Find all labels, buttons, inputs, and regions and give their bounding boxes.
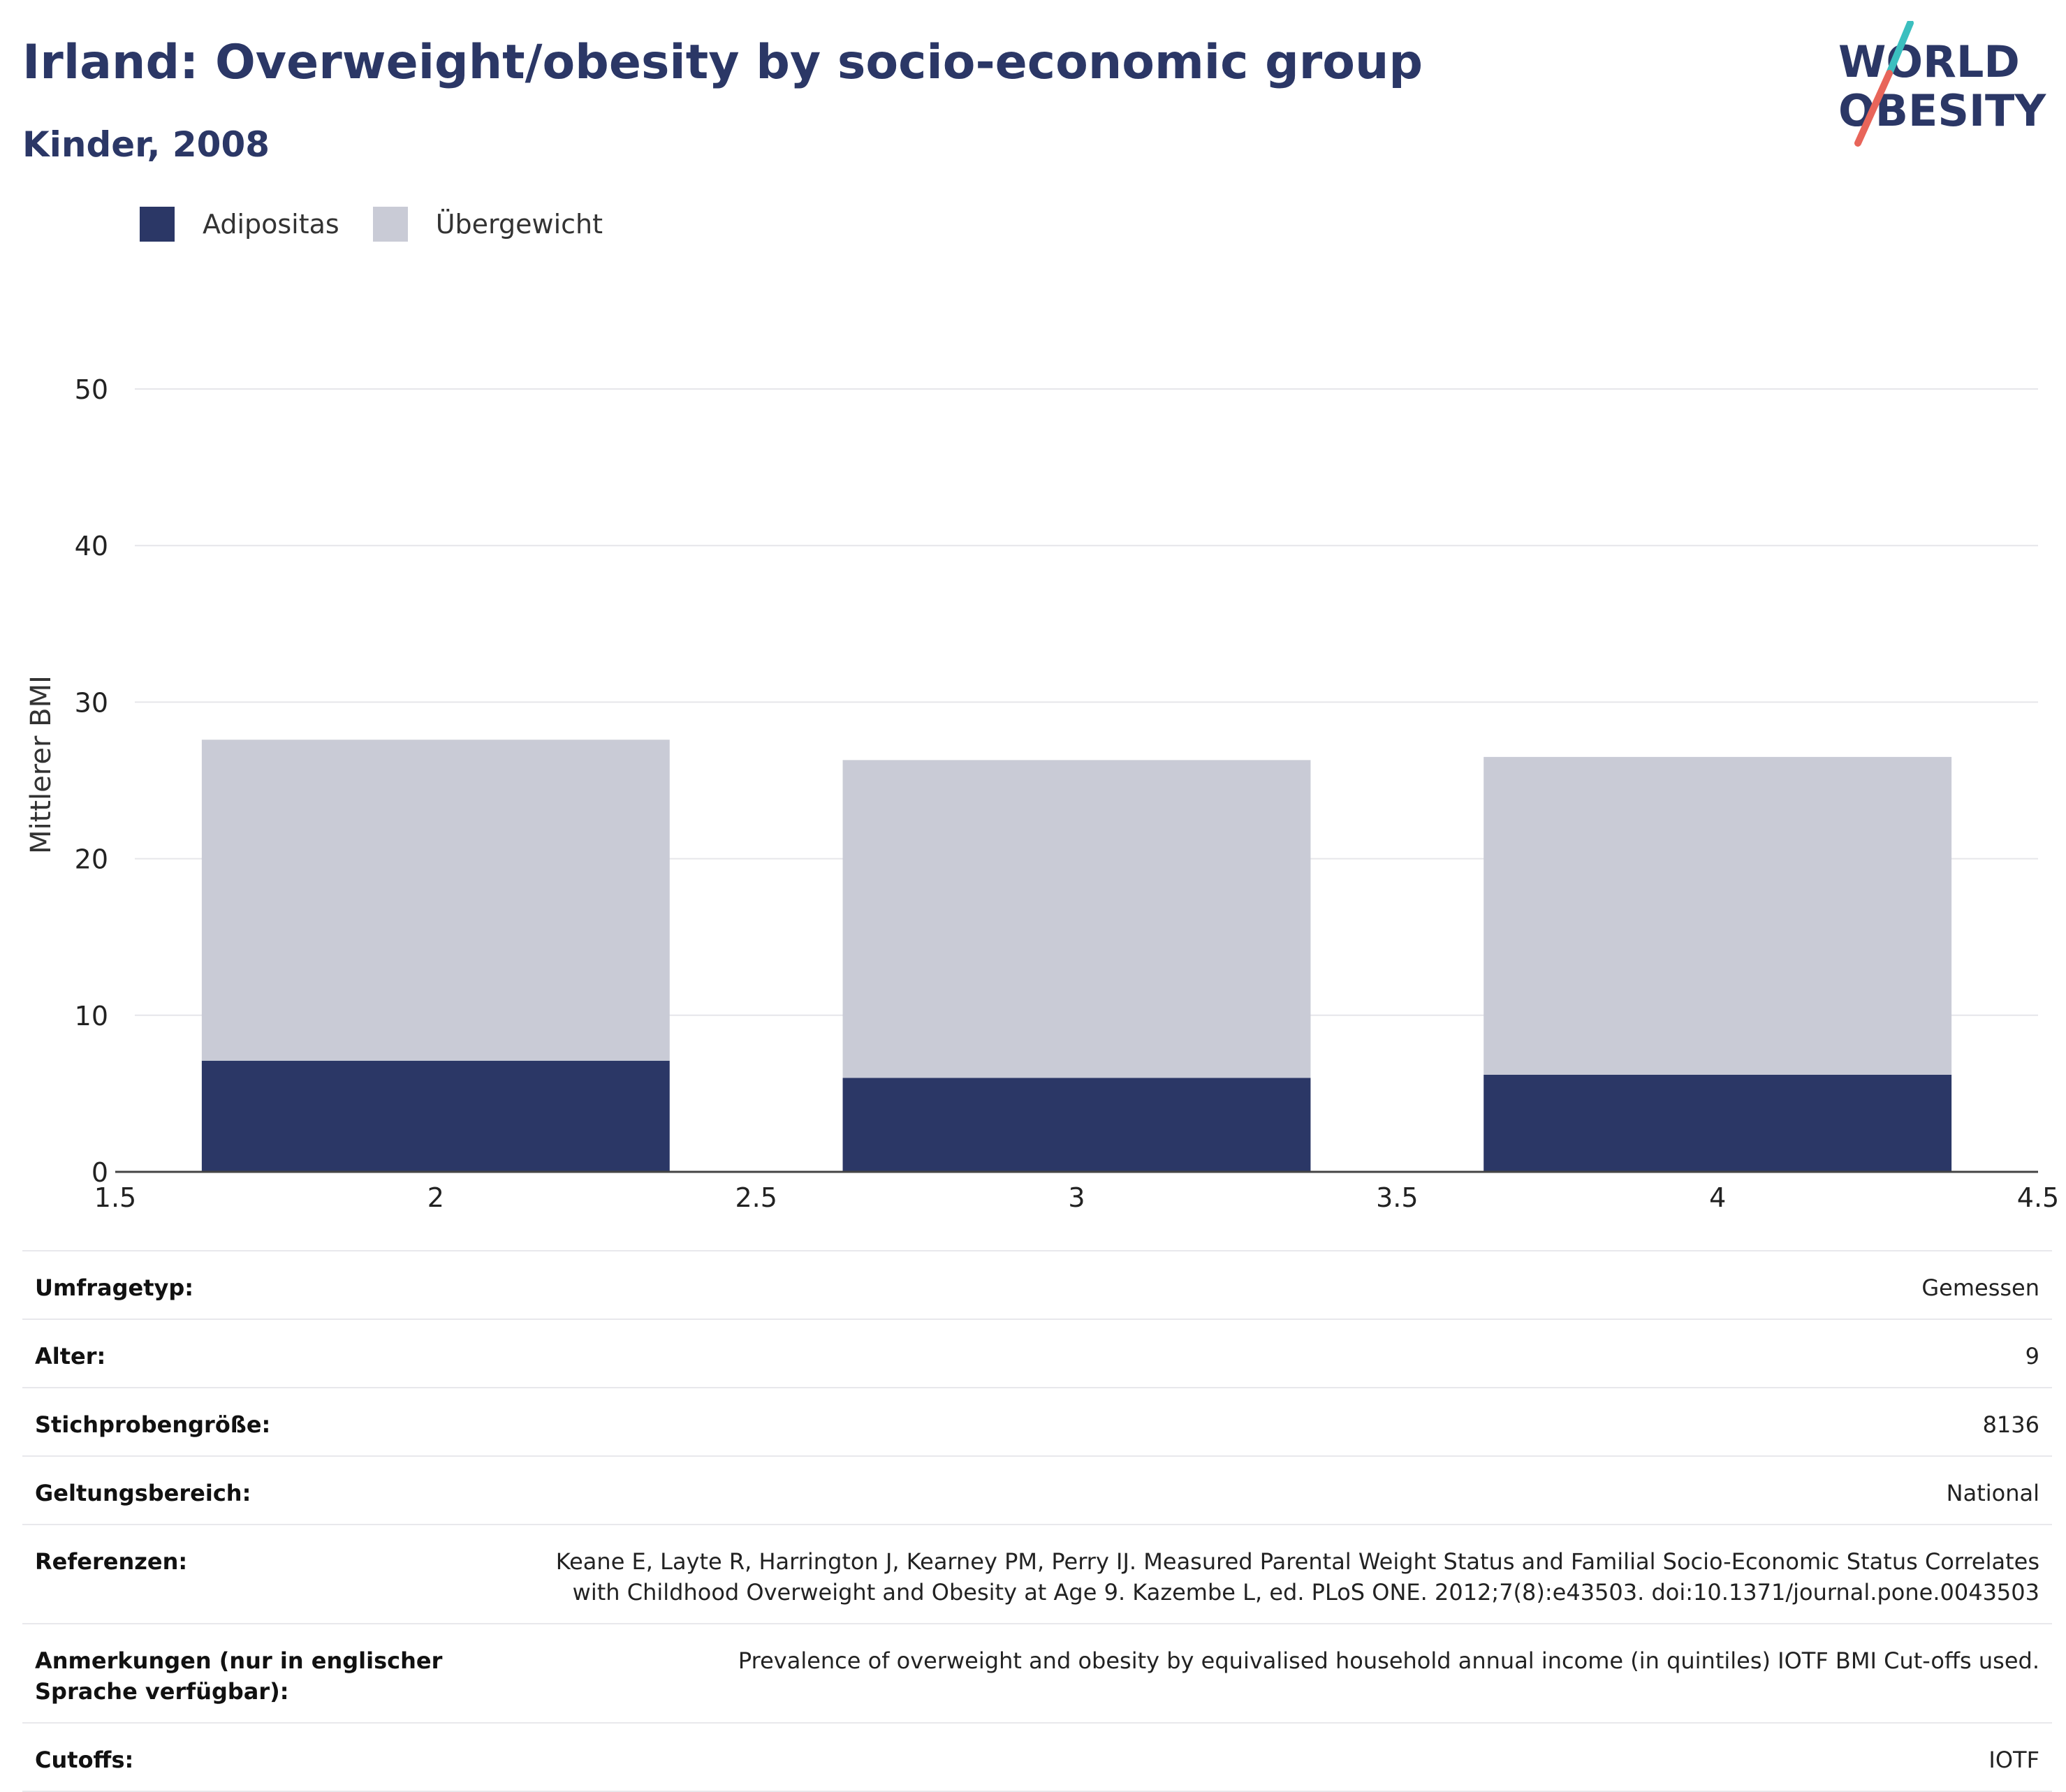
- legend-item-adipositas[interactable]: Adipositas: [140, 207, 339, 242]
- x-tick-label: 4: [1709, 1182, 1726, 1213]
- bar-adipositas[interactable]: [842, 1078, 1311, 1172]
- x-tick-label: 1.5: [94, 1182, 136, 1213]
- y-tick-label: 0: [91, 1157, 108, 1188]
- meta-row-cutoffs: Cutoffs: IOTF: [22, 1722, 2052, 1792]
- legend-label-uebergewicht: Übergewicht: [435, 209, 603, 240]
- legend-swatch-adipositas: [140, 207, 175, 242]
- chart-subtitle: Kinder, 2008: [22, 124, 270, 165]
- meta-value: IOTF: [1988, 1747, 2039, 1773]
- meta-value: Gemessen: [1921, 1275, 2039, 1301]
- y-tick-label: 50: [75, 374, 108, 405]
- meta-row-age: Alter: 9: [22, 1319, 2052, 1387]
- legend-item-uebergewicht[interactable]: Übergewicht: [372, 207, 603, 242]
- meta-key: Cutoffs:: [35, 1747, 134, 1773]
- bars: [201, 740, 1952, 1172]
- meta-row-sample-size: Stichprobengröße: 8136: [22, 1387, 2052, 1455]
- axes: 0 10 20 30 40 50 1.5 2 2.5 3 3.5 4 4.5: [75, 374, 2060, 1213]
- world-obesity-logo: WORLD OBESITY: [1838, 21, 2046, 147]
- meta-key: Geltungsbereich:: [35, 1480, 251, 1506]
- meta-key: Stichprobengröße:: [35, 1411, 271, 1438]
- x-tick-label: 2: [427, 1182, 444, 1213]
- meta-value: 8136: [1982, 1411, 2039, 1438]
- logo-slash-top: [1886, 21, 1914, 77]
- meta-key: Anmerkungen (nur in englischer Sprache v…: [35, 1647, 443, 1705]
- bar-uebergewicht[interactable]: [842, 760, 1311, 1078]
- metadata-table: Umfragetyp: Gemessen Alter: 9 Stichprobe…: [22, 1250, 2052, 1792]
- legend-label-adipositas: Adipositas: [203, 209, 339, 240]
- meta-row-survey-type: Umfragetyp: Gemessen: [22, 1250, 2052, 1319]
- y-tick-label: 20: [75, 844, 108, 875]
- bar-uebergewicht[interactable]: [201, 740, 670, 1061]
- y-axis-label: Mittlerer BMI: [25, 675, 57, 854]
- meta-key: Umfragetyp:: [35, 1275, 194, 1301]
- meta-key: Alter:: [35, 1343, 106, 1369]
- meta-row-scope: Geltungsbereich: National: [22, 1455, 2052, 1524]
- logo-slash-bottom: [1854, 70, 1893, 147]
- meta-key: Referenzen:: [35, 1548, 188, 1575]
- x-tick-label: 3.5: [1376, 1182, 1418, 1213]
- meta-value: National: [1946, 1480, 2039, 1506]
- y-tick-label: 30: [75, 687, 108, 718]
- bar-adipositas[interactable]: [201, 1060, 670, 1172]
- logo-line1: WORLD: [1838, 36, 2020, 87]
- bar-chart: 0 10 20 30 40 50 1.5 2 2.5 3 3.5 4 4.5 Mittlerer BMI: [25, 374, 2060, 1213]
- x-tick-label: 2.5: [735, 1182, 777, 1213]
- bar-adipositas[interactable]: [1483, 1074, 1952, 1172]
- meta-row-references: Referenzen: Keane E, Layte R, Harrington…: [22, 1524, 2052, 1623]
- meta-value[interactable]: Keane E, Layte R, Harrington J, Kearney …: [555, 1548, 2039, 1606]
- bar-uebergewicht[interactable]: [1483, 756, 1952, 1075]
- legend-swatch-uebergewicht: [372, 207, 408, 242]
- meta-value: Prevalence of overweight and obesity by …: [738, 1647, 2039, 1674]
- y-tick-label: 40: [75, 531, 108, 561]
- chart-legend: Adipositas Übergewicht: [140, 207, 636, 242]
- meta-row-notes: Anmerkungen (nur in englischer Sprache v…: [22, 1623, 2052, 1722]
- chart-title: Irland: Overweight/obesity by socio-econ…: [22, 35, 1423, 90]
- x-tick-label: 4.5: [2017, 1182, 2059, 1213]
- x-tick-label: 3: [1068, 1182, 1085, 1213]
- y-tick-label: 10: [75, 1001, 108, 1031]
- meta-value: 9: [2025, 1343, 2039, 1369]
